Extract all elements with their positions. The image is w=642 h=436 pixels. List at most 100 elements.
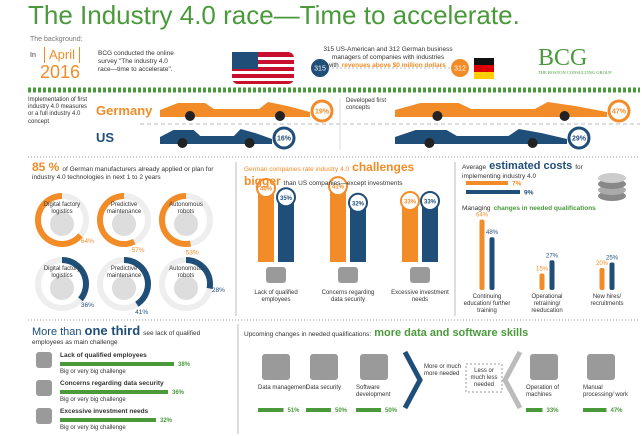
bar bbox=[600, 268, 605, 290]
car bbox=[160, 129, 272, 144]
caption: Big or very big challenge bbox=[60, 425, 126, 432]
survey: BCG conducted the online survey "The ind… bbox=[98, 50, 176, 73]
tech-label: Autonomous robots bbox=[164, 266, 208, 280]
icon bbox=[36, 380, 52, 396]
bar-value: 20% bbox=[596, 261, 609, 267]
bar bbox=[330, 186, 346, 262]
icon bbox=[587, 354, 615, 380]
headline-post: than US companies—except investments bbox=[284, 180, 403, 187]
qualification-label: Continuing education/ further training bbox=[459, 294, 515, 316]
caption: Big or very big challenge bbox=[60, 397, 126, 404]
month: April bbox=[44, 47, 80, 63]
icon bbox=[310, 354, 338, 380]
bar bbox=[550, 260, 555, 290]
bar-value: 51% bbox=[288, 408, 301, 414]
headline-em: estimated costs bbox=[489, 160, 572, 172]
tech-label: Predictive maintenance bbox=[102, 266, 146, 280]
race-value: 19% bbox=[315, 109, 330, 116]
bar-value: 32% bbox=[160, 418, 173, 424]
wheel bbox=[177, 138, 187, 148]
headline-pre: More than bbox=[32, 326, 82, 338]
bar bbox=[540, 274, 545, 291]
tech-label: Digital factory logistics bbox=[40, 202, 84, 216]
headline-pre: Average bbox=[462, 164, 486, 171]
icon bbox=[338, 267, 358, 283]
bar-value: 15% bbox=[536, 267, 549, 273]
logo: BCG bbox=[538, 44, 587, 73]
year: 2016 bbox=[40, 62, 80, 84]
bar bbox=[258, 188, 274, 262]
bar-value: 36% bbox=[172, 390, 185, 396]
car bbox=[395, 102, 607, 117]
german-flag bbox=[474, 58, 494, 79]
icon bbox=[262, 354, 290, 380]
bar bbox=[610, 263, 615, 291]
bar bbox=[490, 237, 495, 290]
country: Germany bbox=[96, 103, 152, 119]
race-label: Developed first concepts bbox=[346, 98, 406, 112]
item-label: Excessive investment needs bbox=[60, 408, 230, 416]
arc-value: 41% bbox=[135, 309, 148, 316]
bar-value: 25% bbox=[606, 256, 619, 262]
icon bbox=[36, 352, 52, 368]
skills-headline: Upcoming changes in needed qualification… bbox=[244, 327, 634, 340]
race-value: 29% bbox=[572, 136, 587, 143]
more-label: More or much more needed bbox=[424, 364, 466, 378]
background-label: The background: bbox=[30, 36, 83, 44]
bar-value: 50% bbox=[335, 408, 348, 414]
icon bbox=[266, 267, 286, 283]
bar-value: 38% bbox=[178, 362, 191, 368]
headline-text: of German manufacturers already applied … bbox=[32, 166, 213, 181]
qualification-label: Operational retraining/ reeducation bbox=[519, 294, 575, 316]
wheel bbox=[528, 138, 538, 148]
tech-label: Autonomous robots bbox=[164, 202, 208, 216]
chevron bbox=[505, 352, 520, 408]
bar-value: 33% bbox=[424, 199, 437, 205]
challenge-label: Lack of qualified employees bbox=[246, 290, 306, 304]
skill-label: Software development bbox=[356, 385, 408, 399]
headline-em: changes in needed qualifications bbox=[494, 205, 596, 212]
headline-pre: Upcoming changes in needed qualification… bbox=[244, 331, 371, 338]
challenge-label: Excessive investment needs bbox=[390, 290, 450, 304]
wheel bbox=[185, 111, 195, 121]
arc-value: 28% bbox=[212, 287, 225, 294]
cost-value: 7% bbox=[512, 181, 522, 188]
headline-pre: German companies rate industry 4.0 bbox=[244, 166, 349, 173]
caption: Big or very big challenge bbox=[60, 369, 126, 376]
arc-value: 53% bbox=[186, 249, 199, 256]
bar-value: 35% bbox=[280, 196, 293, 202]
coin-stack bbox=[598, 173, 626, 201]
car bbox=[395, 129, 567, 144]
bar-value: 64% bbox=[476, 213, 489, 219]
logo-sub: THE BOSTON CONSULTING GROUP bbox=[538, 70, 638, 75]
arc-value: 36% bbox=[81, 302, 94, 309]
bar-value: 27% bbox=[546, 253, 559, 259]
bar-value: 50% bbox=[385, 408, 398, 414]
wheel bbox=[275, 111, 285, 121]
arc-value: 57% bbox=[132, 247, 145, 254]
headline-pre: Managing bbox=[462, 205, 491, 212]
headline-em: more data and software skills bbox=[374, 327, 528, 339]
icon bbox=[530, 354, 558, 380]
wheel bbox=[560, 111, 570, 121]
us-flag bbox=[232, 52, 294, 84]
item-label: Concerns regarding data security bbox=[60, 380, 230, 388]
bar-value: 32% bbox=[352, 201, 365, 207]
qualification-label: New hires/ recruitments bbox=[579, 294, 635, 308]
tech-label: Predictive maintenance bbox=[102, 202, 146, 216]
bar bbox=[480, 220, 485, 290]
race-label: Implementation of first industry 4.0 mea… bbox=[28, 97, 94, 126]
icon bbox=[410, 267, 430, 283]
sample: 315 US-American and 312 German business … bbox=[318, 46, 458, 69]
skill-label: Operation of machines bbox=[526, 385, 578, 399]
wheel bbox=[432, 111, 442, 121]
race-value: 47% bbox=[612, 109, 627, 116]
wheel bbox=[245, 138, 255, 148]
car bbox=[160, 102, 310, 117]
arc-value: 64% bbox=[81, 238, 94, 245]
bar-value: 47% bbox=[611, 408, 624, 414]
